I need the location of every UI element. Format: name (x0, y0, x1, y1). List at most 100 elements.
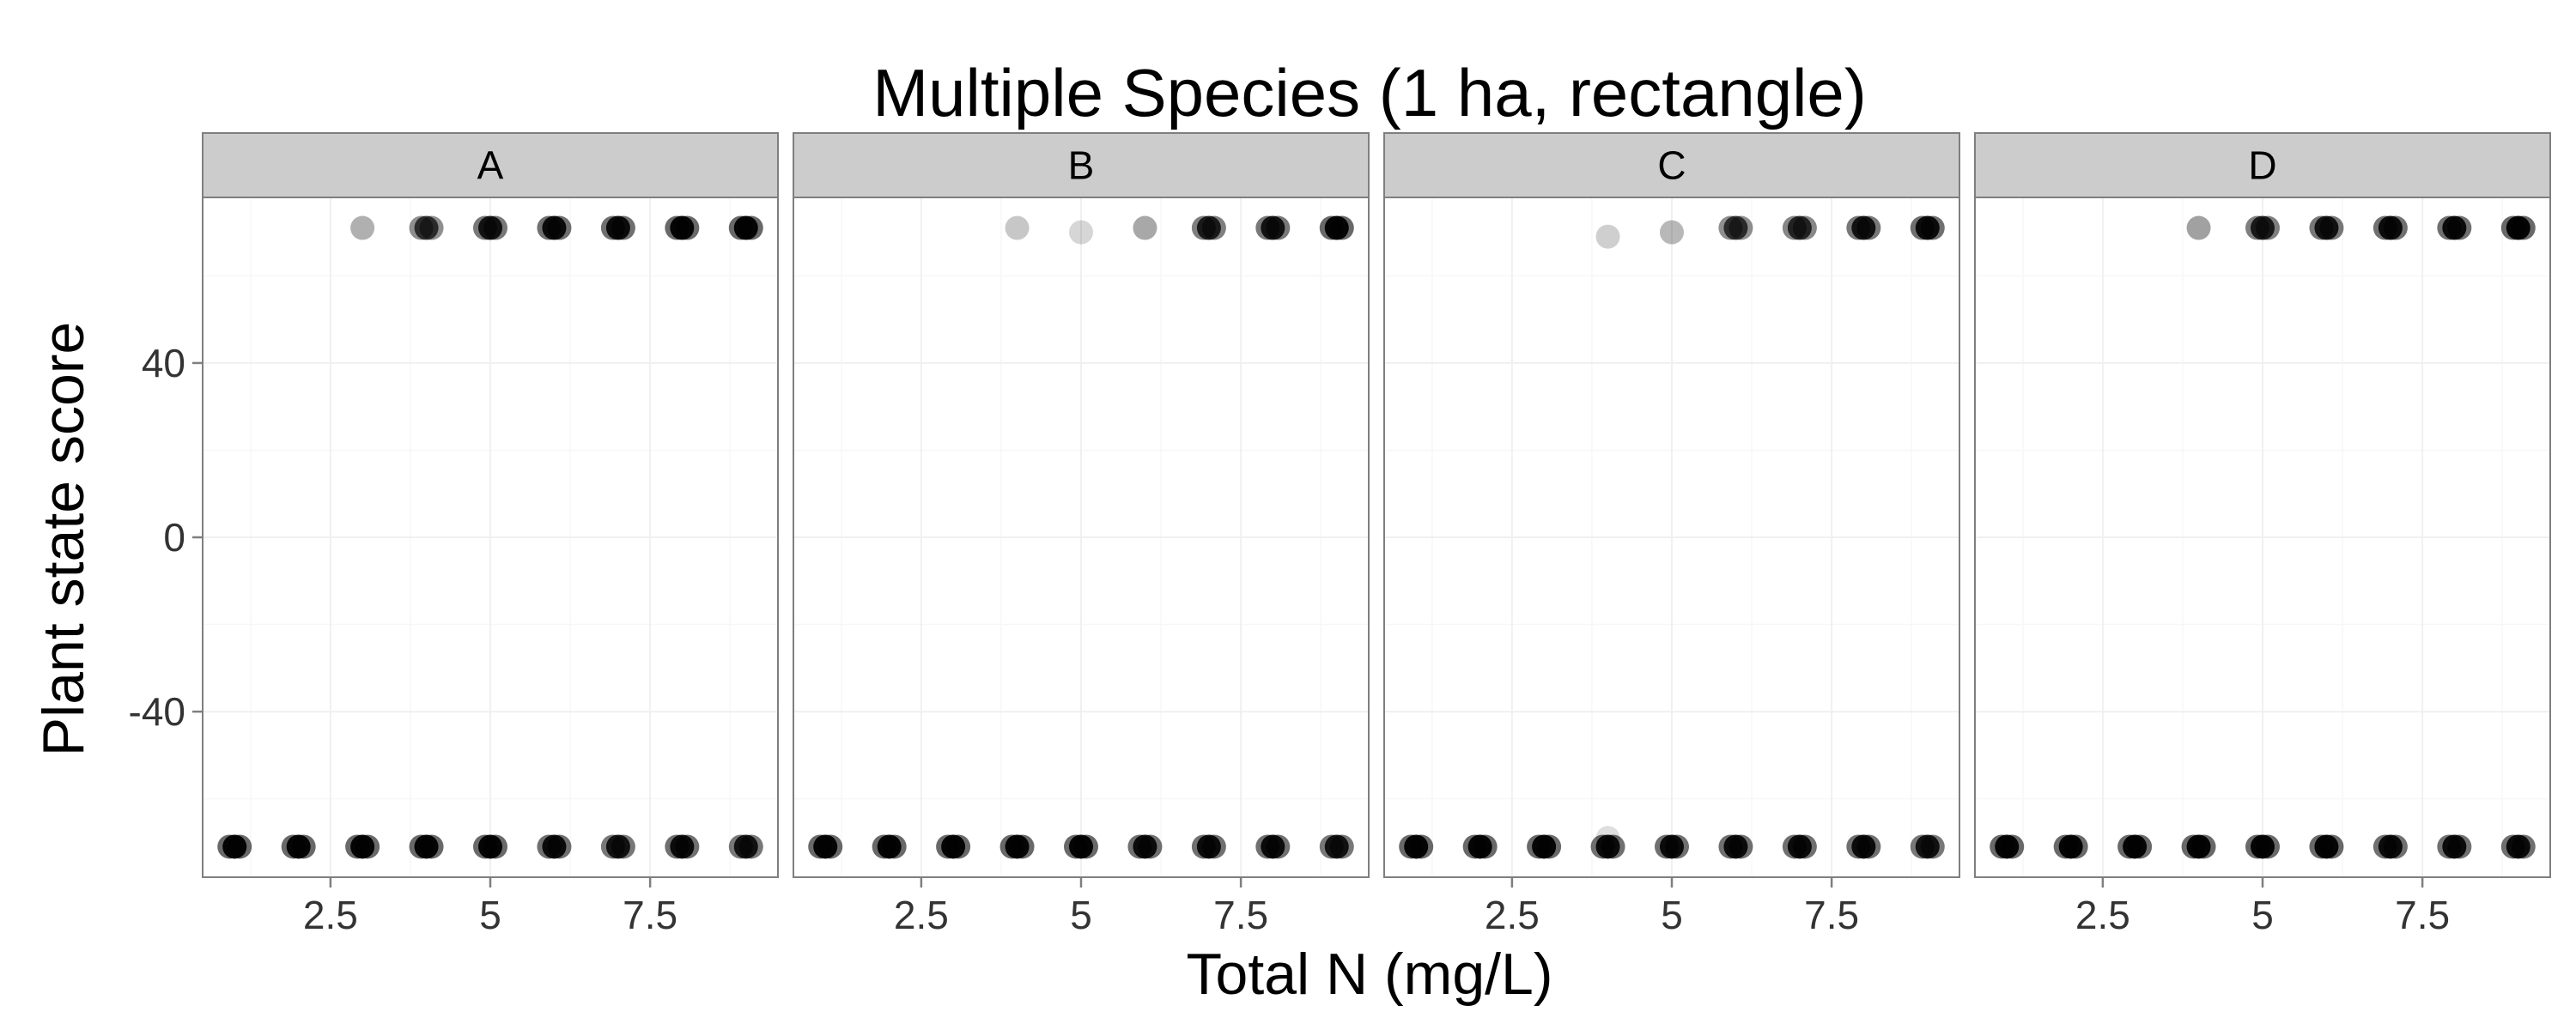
data-point (1329, 215, 1354, 240)
data-point (1595, 224, 1620, 249)
data-point (355, 834, 380, 859)
data-point (419, 834, 444, 859)
data-point (1201, 215, 1226, 240)
facet-panel-b: B 2.5 5 7.5 (793, 132, 1370, 937)
chart-title: Multiple Species (1 ha, rectangle) (872, 55, 1867, 130)
x-tick-label: 2.5 (2075, 893, 2130, 937)
data-point (818, 834, 843, 859)
data-point (1138, 834, 1163, 859)
data-point (1792, 215, 1817, 240)
data-point (2447, 215, 2472, 240)
data-points (1399, 215, 1945, 859)
data-point (1409, 834, 1434, 859)
x-axis-title: Total N (mg/L) (1187, 942, 1553, 1007)
x-tick-label: 2.5 (1485, 893, 1540, 937)
data-points (808, 215, 1354, 859)
data-point (1329, 834, 1354, 859)
data-point (1005, 215, 1030, 240)
data-point (1201, 834, 1226, 859)
y-tick-label: -40 (129, 689, 185, 734)
data-point (2256, 215, 2280, 240)
data-point (1074, 834, 1098, 859)
gridlines (793, 197, 1369, 877)
facet-panel-d: D 2.5 5 7.5 (1974, 132, 2551, 937)
facet-panel-c: C 2.5 5 7.5 (1383, 132, 1960, 937)
data-point (1920, 215, 1945, 240)
data-point (1660, 220, 1684, 245)
data-point (882, 834, 907, 859)
data-point (1787, 215, 1812, 240)
data-point (2128, 834, 2153, 859)
data-point (1792, 834, 1817, 859)
facet-strip-label: A (477, 143, 504, 188)
data-point (1133, 215, 1157, 240)
data-point (483, 215, 507, 240)
x-tick-label: 7.5 (623, 893, 677, 937)
data-point (228, 834, 252, 859)
data-point (2447, 834, 2472, 859)
gridlines (1975, 197, 2550, 877)
data-points (1990, 215, 2536, 859)
data-point (1010, 834, 1035, 859)
gridlines (1384, 197, 1959, 877)
x-tick-label: 7.5 (1804, 893, 1859, 937)
x-tick-label: 5 (479, 893, 501, 937)
facet-strip-label: C (1657, 143, 1686, 188)
y-tick-label: 40 (142, 341, 185, 385)
x-tick-label: 2.5 (303, 893, 358, 937)
data-point (2256, 834, 2280, 859)
data-point (2063, 834, 2088, 859)
data-point (291, 834, 316, 859)
facet-strip-label: D (2248, 143, 2276, 188)
facet-strip-label: B (1068, 143, 1095, 188)
data-point (1920, 834, 1945, 859)
data-point (2511, 834, 2536, 859)
x-tick-label: 7.5 (2395, 893, 2450, 937)
data-point (1856, 215, 1881, 240)
data-point (738, 834, 763, 859)
data-point (1473, 834, 1498, 859)
facet-panels: A 2.5 5 7.5 B 2.5 5 7.5 C 2.5 5 7.5 D 2.5 5 7.5 (202, 132, 2551, 937)
data-point (1601, 834, 1625, 859)
x-tick-label: 5 (1070, 893, 1092, 937)
y-tick-label: 0 (163, 515, 185, 560)
data-point (2186, 215, 2211, 240)
facet-strip (1383, 132, 1960, 198)
data-point (611, 834, 635, 859)
data-point (675, 834, 700, 859)
data-point (2383, 215, 2408, 240)
data-point (547, 215, 572, 240)
data-point (738, 215, 763, 240)
gridlines (203, 197, 778, 877)
facet-strip (202, 132, 779, 198)
data-point (2319, 834, 2344, 859)
data-point (419, 215, 444, 240)
data-point (483, 834, 507, 859)
y-axis-title: Plant state score (31, 322, 96, 756)
facet-strip (1974, 132, 2551, 198)
x-tick-label: 5 (2251, 893, 2274, 937)
data-point (1723, 215, 1748, 240)
data-point (1665, 834, 1689, 859)
x-tick-label: 7.5 (1213, 893, 1268, 937)
data-points (217, 215, 763, 859)
data-point (611, 215, 635, 240)
data-point (1728, 834, 1753, 859)
data-point (1266, 834, 1291, 859)
data-point (1856, 834, 1881, 859)
data-point (1728, 215, 1753, 240)
data-point (414, 215, 439, 240)
y-axis: 40 0 -40 (129, 341, 203, 734)
facet-strip (793, 132, 1370, 198)
data-point (1069, 220, 1093, 245)
data-point (2319, 215, 2344, 240)
data-point (2511, 215, 2536, 240)
facet-panel-a: A 2.5 5 7.5 (202, 132, 779, 937)
data-point (675, 215, 700, 240)
data-point (946, 834, 971, 859)
data-point (2000, 834, 2025, 859)
x-tick-label: 5 (1661, 893, 1683, 937)
data-point (1537, 834, 1562, 859)
data-point (2191, 834, 2216, 859)
